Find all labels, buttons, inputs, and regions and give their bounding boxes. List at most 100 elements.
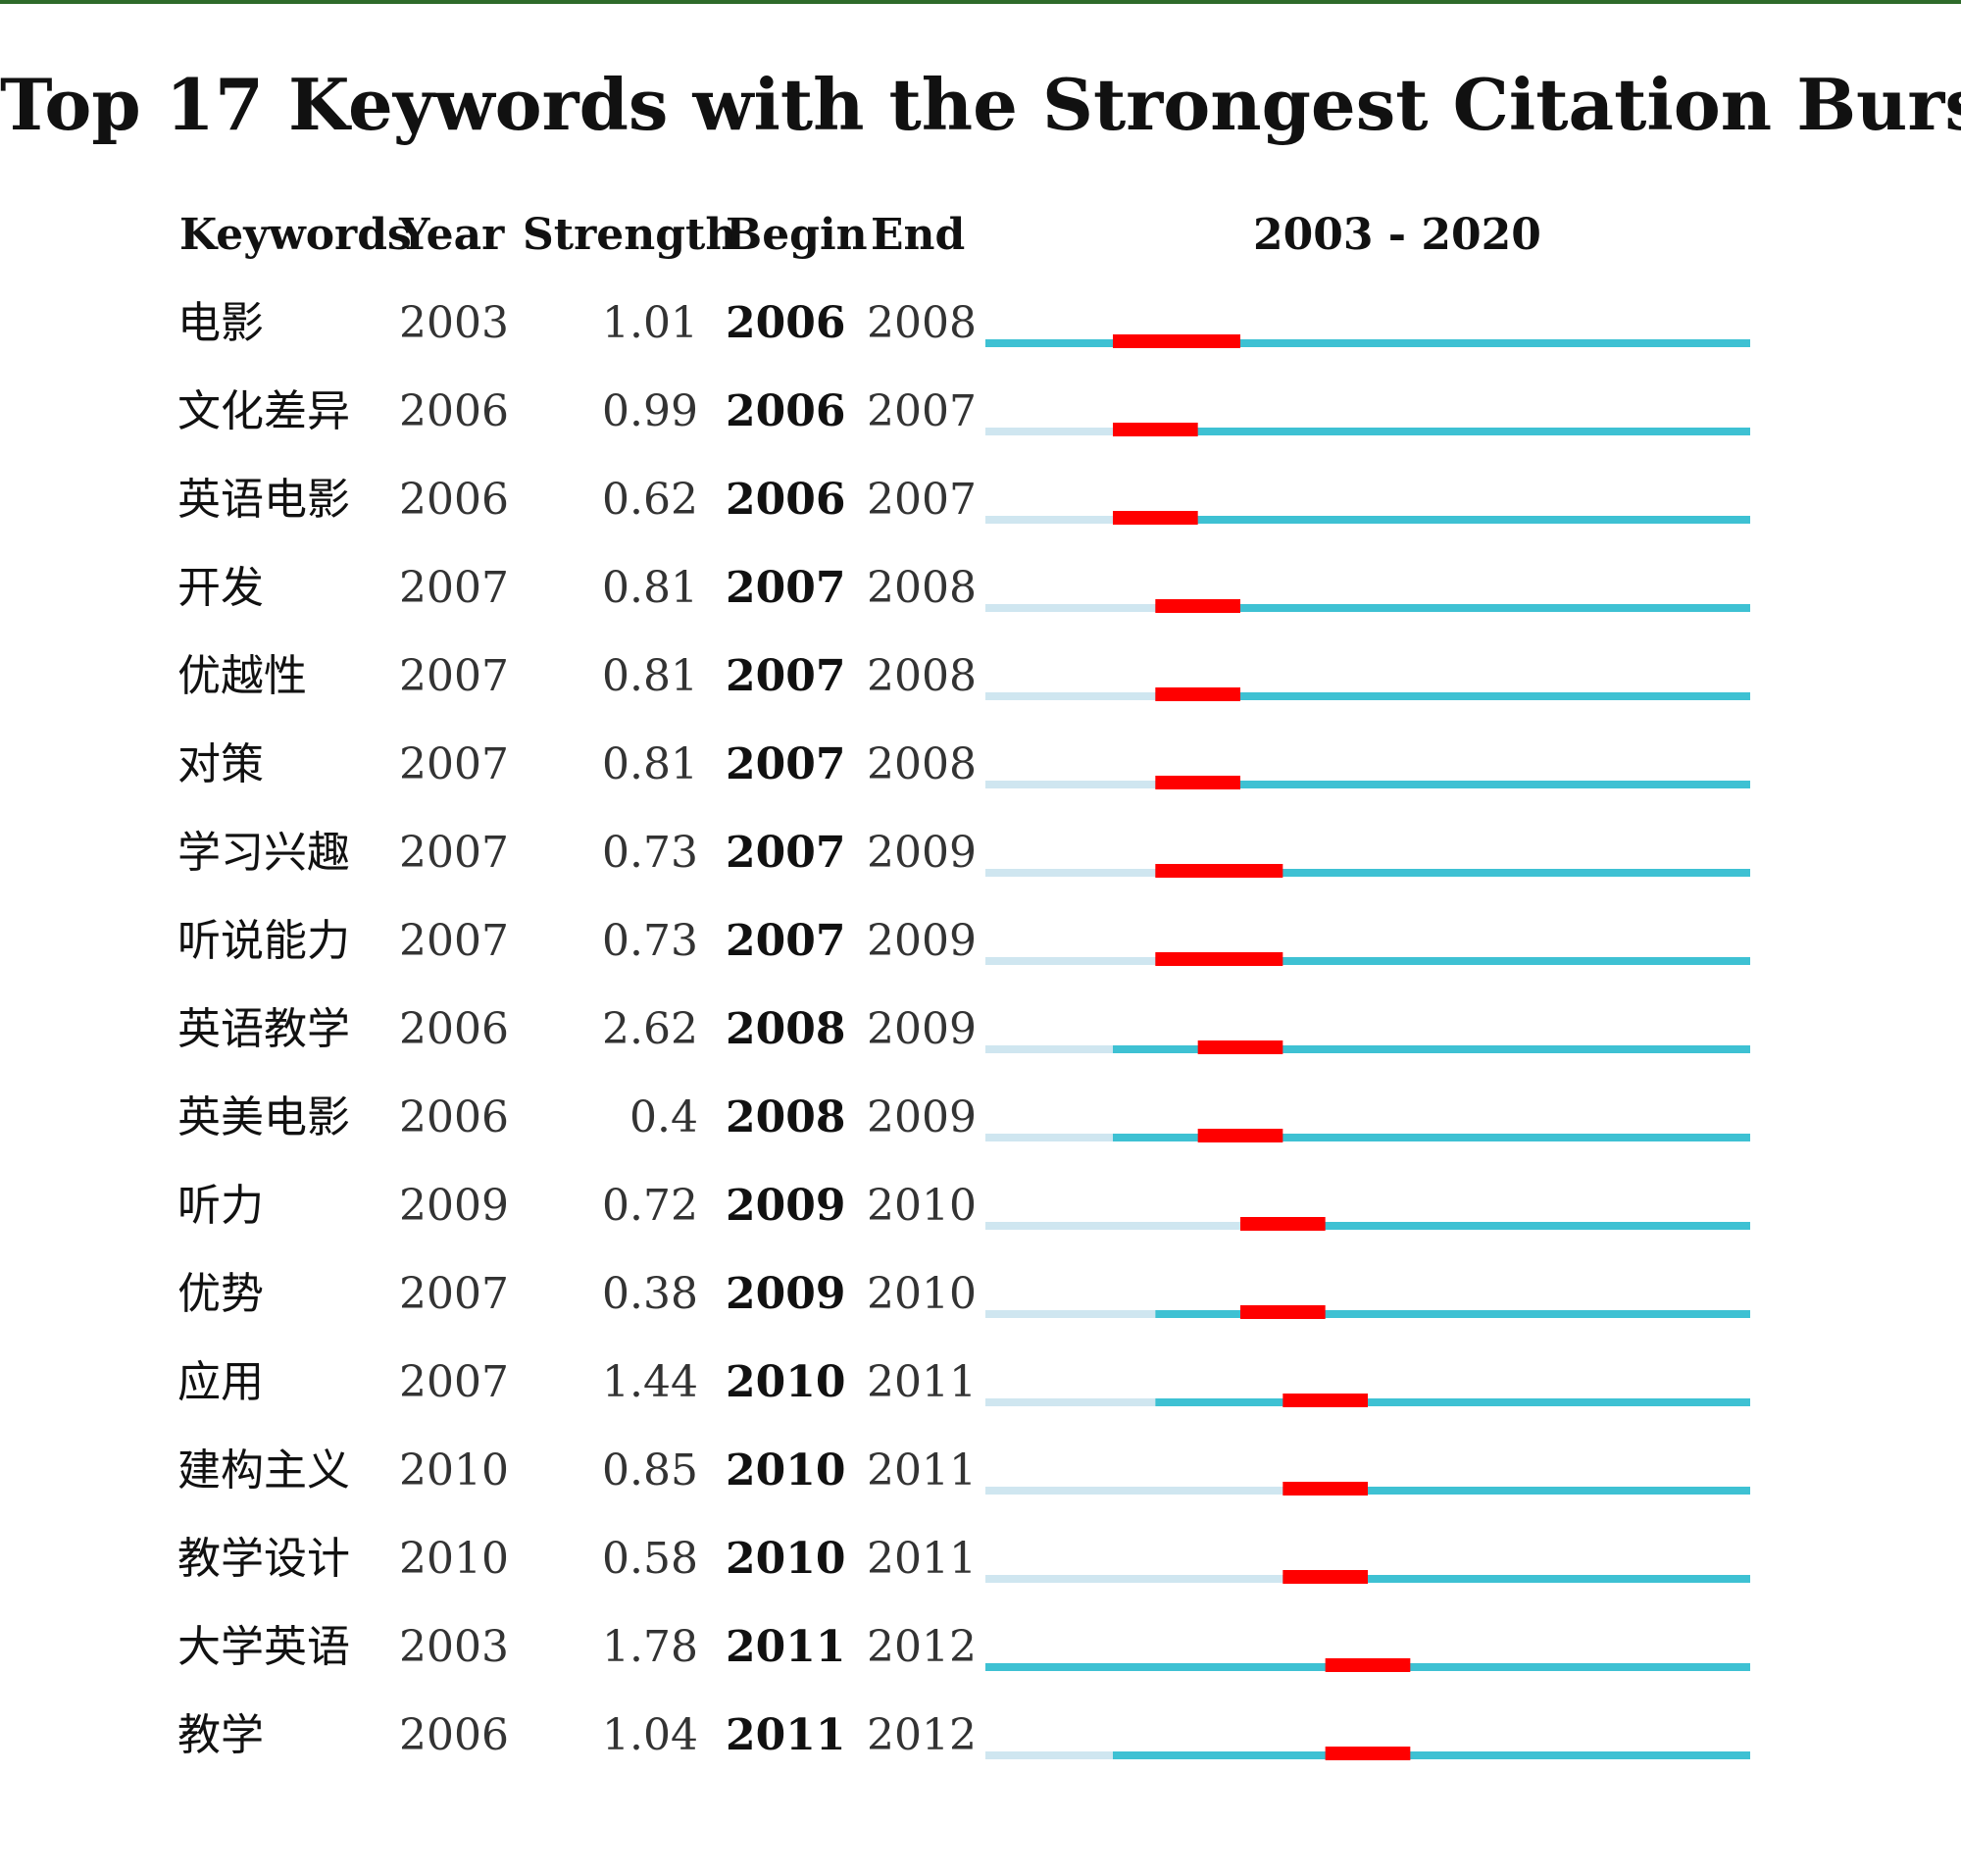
timeline-row: [985, 511, 1750, 525]
begin-cell: 2006: [726, 298, 846, 348]
end-cell: 2008: [867, 651, 977, 701]
year-cell: 2006: [399, 386, 509, 436]
keyword-cell: 优越性: [177, 651, 307, 701]
keyword-cell: 文化差异: [177, 386, 350, 436]
table-row: 英语教学 2006 2.62 2008 2009: [0, 1000, 980, 1059]
timeline-row: [985, 1570, 1750, 1584]
header-begin: Begin: [726, 210, 868, 260]
year-cell: 2007: [399, 651, 509, 701]
strength-cell: 0.4: [629, 1092, 698, 1142]
timeline-row: [985, 1482, 1750, 1496]
table-row: 优势 2007 0.38 2009 2010: [0, 1265, 980, 1324]
timeline-row: [985, 952, 1750, 966]
year-cell: 2003: [399, 1622, 509, 1672]
keyword-cell: 英语教学: [177, 1004, 350, 1054]
header-end: End: [871, 210, 966, 260]
table-row: 教学 2006 1.04 2011 2012: [0, 1706, 980, 1765]
table-row: 听说能力 2007 0.73 2007 2009: [0, 912, 980, 971]
timeline-row: [985, 1747, 1750, 1760]
strength-cell: 0.72: [602, 1181, 698, 1231]
begin-cell: 2010: [726, 1445, 846, 1496]
header-timeline: 2003 - 2020: [1253, 210, 1541, 260]
keyword-cell: 对策: [177, 739, 264, 789]
top-border: [0, 0, 1961, 4]
table-row: 学习兴趣 2007 0.73 2007 2009: [0, 824, 980, 883]
timeline-row: [985, 1305, 1750, 1319]
strength-cell: 0.73: [602, 916, 698, 966]
table-row: 听力 2009 0.72 2009 2010: [0, 1177, 980, 1236]
end-cell: 2008: [867, 298, 977, 348]
begin-cell: 2009: [726, 1269, 846, 1319]
year-cell: 2006: [399, 1004, 509, 1054]
timeline-row: [985, 776, 1750, 789]
end-cell: 2012: [867, 1710, 977, 1760]
end-cell: 2007: [867, 475, 977, 525]
table-row: 英美电影 2006 0.4 2008 2009: [0, 1089, 980, 1147]
begin-cell: 2010: [726, 1534, 846, 1584]
end-cell: 2012: [867, 1622, 977, 1672]
table-row: 应用 2007 1.44 2010 2011: [0, 1353, 980, 1412]
year-cell: 2003: [399, 298, 509, 348]
table-row: 文化差异 2006 0.99 2006 2007: [0, 382, 980, 441]
end-cell: 2011: [867, 1534, 977, 1584]
keyword-cell: 应用: [177, 1357, 264, 1407]
strength-cell: 1.44: [602, 1357, 698, 1407]
keyword-cell: 英语电影: [177, 475, 350, 525]
year-cell: 2009: [399, 1181, 509, 1231]
end-cell: 2010: [867, 1269, 977, 1319]
timeline-row: [985, 1658, 1750, 1672]
keyword-cell: 电影: [177, 298, 264, 348]
begin-cell: 2007: [726, 828, 846, 878]
strength-cell: 1.04: [602, 1710, 698, 1760]
table-row: 优越性 2007 0.81 2007 2008: [0, 647, 980, 706]
table-row: 电影 2003 1.01 2006 2008: [0, 294, 980, 353]
keyword-cell: 优势: [177, 1269, 264, 1319]
strength-cell: 0.85: [602, 1445, 698, 1496]
keyword-cell: 教学: [177, 1710, 264, 1760]
strength-cell: 0.38: [602, 1269, 698, 1319]
timeline-row: [985, 687, 1750, 701]
end-cell: 2010: [867, 1181, 977, 1231]
year-cell: 2010: [399, 1445, 509, 1496]
chart-title: Top 17 Keywords with the Strongest Citat…: [0, 63, 1961, 146]
end-cell: 2011: [867, 1445, 977, 1496]
table-row: 英语电影 2006 0.62 2006 2007: [0, 471, 980, 530]
begin-cell: 2007: [726, 651, 846, 701]
keyword-cell: 建构主义: [177, 1445, 350, 1496]
begin-cell: 2007: [726, 739, 846, 789]
timeline-row: [985, 1394, 1750, 1407]
begin-cell: 2008: [726, 1092, 846, 1142]
begin-cell: 2006: [726, 475, 846, 525]
table-row: 大学英语 2003 1.78 2011 2012: [0, 1618, 980, 1677]
strength-cell: 0.81: [602, 651, 698, 701]
table-row: 对策 2007 0.81 2007 2008: [0, 735, 980, 794]
year-cell: 2006: [399, 1710, 509, 1760]
strength-cell: 0.99: [602, 386, 698, 436]
begin-cell: 2011: [726, 1710, 846, 1760]
keyword-cell: 大学英语: [177, 1622, 350, 1672]
year-cell: 2007: [399, 1357, 509, 1407]
end-cell: 2008: [867, 739, 977, 789]
begin-cell: 2008: [726, 1004, 846, 1054]
header-year: Year: [399, 210, 505, 260]
begin-cell: 2006: [726, 386, 846, 436]
keyword-cell: 学习兴趣: [177, 828, 350, 878]
table-row: 开发 2007 0.81 2007 2008: [0, 559, 980, 618]
strength-cell: 2.62: [602, 1004, 698, 1054]
keyword-cell: 听说能力: [177, 916, 350, 966]
timeline-row: [985, 864, 1750, 878]
begin-cell: 2010: [726, 1357, 846, 1407]
strength-cell: 0.81: [602, 739, 698, 789]
strength-cell: 1.01: [602, 298, 698, 348]
end-cell: 2009: [867, 1004, 977, 1054]
end-cell: 2009: [867, 828, 977, 878]
timeline-row: [985, 1217, 1750, 1231]
strength-cell: 0.62: [602, 475, 698, 525]
year-cell: 2007: [399, 916, 509, 966]
end-cell: 2009: [867, 916, 977, 966]
year-cell: 2007: [399, 563, 509, 613]
year-cell: 2010: [399, 1534, 509, 1584]
timeline-row: [985, 334, 1750, 348]
begin-cell: 2007: [726, 563, 846, 613]
